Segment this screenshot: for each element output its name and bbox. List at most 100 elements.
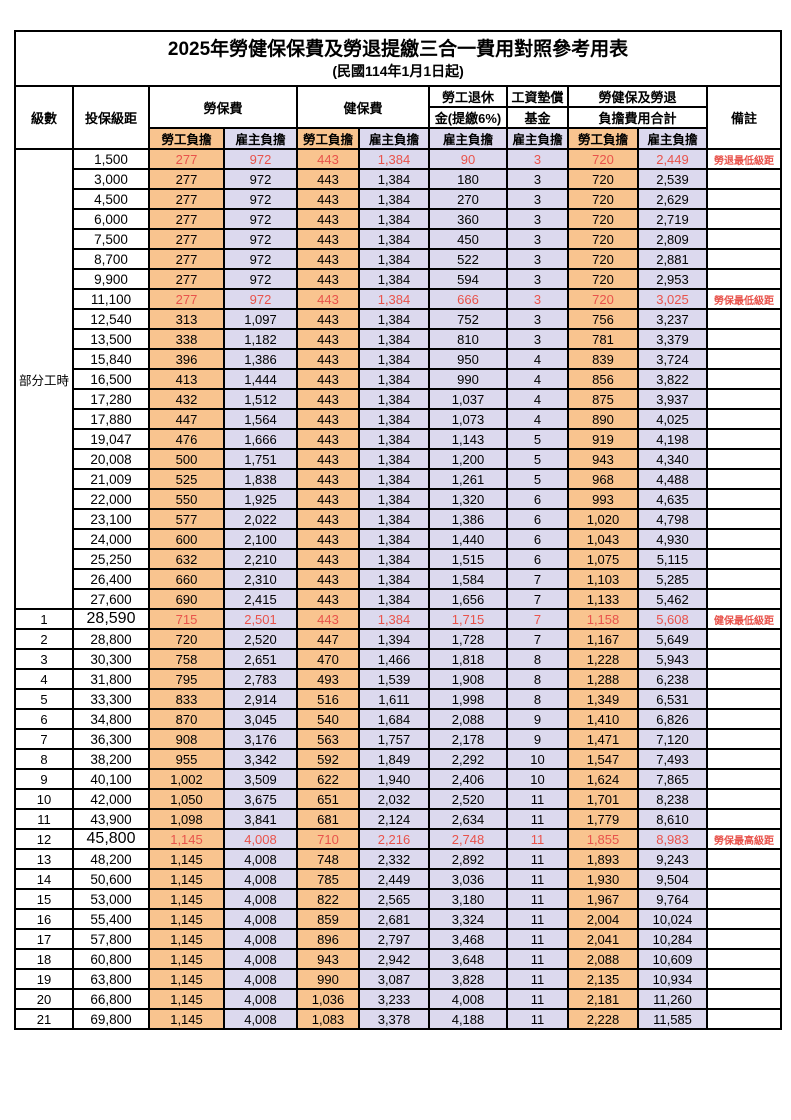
cell-total-employer: 7,120: [637, 728, 708, 750]
cell-pension-employer: 522: [428, 248, 508, 270]
cell-health-employer: 1,384: [358, 308, 430, 330]
cell-wage-fund-employer: 11: [506, 828, 569, 850]
cell-total-employer: 2,809: [637, 228, 708, 250]
cell-total-employee: 919: [567, 428, 639, 450]
table-row: 4 31,800 795 2,783 493 1,539 1,908 8 1,288 6,238: [14, 668, 783, 690]
cell-labor-employer: 2,100: [223, 528, 298, 550]
cell-remark: [705, 388, 783, 410]
cell-labor-employee: 277: [148, 268, 225, 290]
cell-pension-employer: 270: [428, 188, 508, 210]
cell-health-employer: 1,611: [358, 688, 430, 710]
table-row: 1 28,590 715 2,501 443 1,384 1,715 7 1,158 5,608 健…: [14, 608, 783, 630]
cell-labor-employee: 413: [148, 368, 225, 390]
cell-total-employer: 2,629: [637, 188, 708, 210]
cell-remark: [705, 528, 783, 550]
cell-labor-employer: 4,008: [223, 988, 298, 1010]
cell-health-employee: 622: [296, 768, 360, 790]
cell-total-employee: 2,088: [567, 948, 639, 970]
cell-remark: [705, 188, 783, 210]
cell-remark: 勞退最低級距: [705, 148, 783, 170]
cell-remark: [705, 668, 783, 690]
cell-health-employer: 1,384: [358, 548, 430, 570]
cell-bracket: 26,400: [72, 568, 150, 590]
cell-health-employee: 896: [296, 928, 360, 950]
cell-health-employer: 2,565: [358, 888, 430, 910]
subheader-labor-employee: 勞工負擔: [148, 127, 225, 150]
header-row-1: 級數 投保級距 勞保費 健保費 勞工退休 工資墊償 勞健保及勞退 備註: [14, 85, 783, 150]
cell-labor-employer: 2,310: [223, 568, 298, 590]
cell-bracket: 53,000: [72, 888, 150, 910]
cell-health-employer: 1,384: [358, 248, 430, 270]
cell-level: 21: [14, 1008, 74, 1030]
cell-pension-employer: 2,520: [428, 788, 508, 810]
cell-total-employee: 1,167: [567, 628, 639, 650]
cell-bracket: 31,800: [72, 668, 150, 690]
cell-total-employer: 4,930: [637, 528, 708, 550]
cell-wage-fund-employer: 11: [506, 1008, 569, 1030]
cell-wage-fund-employer: 7: [506, 568, 569, 590]
cell-health-employer: 1,384: [358, 148, 430, 170]
cell-total-employer: 7,493: [637, 748, 708, 770]
col-header-level: 級數: [14, 85, 74, 150]
cell-level: 15: [14, 888, 74, 910]
header-row-2: 金(提繳6%) 基金 負擔費用合計: [15, 106, 781, 129]
cell-total-employer: 3,937: [637, 388, 708, 410]
cell-total-employee: 2,181: [567, 988, 639, 1010]
cell-bracket: 20,008: [72, 448, 150, 470]
cell-bracket: 27,600: [72, 588, 150, 610]
cell-total-employer: 4,488: [637, 468, 708, 490]
cell-wage-fund-employer: 3: [506, 288, 569, 310]
cell-total-employee: 720: [567, 168, 639, 190]
cell-remark: [705, 968, 783, 990]
cell-labor-employee: 525: [148, 468, 225, 490]
cell-total-employer: 2,881: [637, 248, 708, 270]
cell-health-employer: 2,449: [358, 868, 430, 890]
cell-wage-fund-employer: 8: [506, 668, 569, 690]
cell-bracket: 50,600: [72, 868, 150, 890]
cell-wage-fund-employer: 5: [506, 448, 569, 470]
cell-level: 10: [14, 788, 74, 810]
cell-total-employee: 1,930: [567, 868, 639, 890]
cell-total-employer: 2,539: [637, 168, 708, 190]
cell-health-employer: 1,384: [358, 428, 430, 450]
cell-remark: 勞保最高級距: [705, 828, 783, 850]
cell-bracket: 17,880: [72, 408, 150, 430]
cell-labor-employer: 972: [223, 288, 298, 310]
cell-wage-fund-employer: 4: [506, 348, 569, 370]
cell-wage-fund-employer: 6: [506, 488, 569, 510]
cell-health-employee: 443: [296, 368, 360, 390]
cell-labor-employee: 396: [148, 348, 225, 370]
cell-pension-employer: 2,406: [428, 768, 508, 790]
cell-health-employee: 443: [296, 588, 360, 610]
cell-health-employee: 748: [296, 848, 360, 870]
cell-bracket: 36,300: [72, 728, 150, 750]
cell-remark: [705, 788, 783, 810]
cell-wage-fund-employer: 11: [506, 868, 569, 890]
cell-total-employer: 6,238: [637, 668, 708, 690]
cell-labor-employer: 4,008: [223, 928, 298, 950]
cell-bracket: 42,000: [72, 788, 150, 810]
cell-health-employer: 1,384: [358, 608, 430, 630]
cell-bracket: 63,800: [72, 968, 150, 990]
cell-health-employer: 2,216: [358, 828, 430, 850]
cell-labor-employee: 690: [148, 588, 225, 610]
cell-total-employee: 1,288: [567, 668, 639, 690]
col-header-wage-fund-line1: 工資墊償: [506, 85, 569, 108]
cell-pension-employer: 3,324: [428, 908, 508, 930]
cell-remark: [705, 928, 783, 950]
cell-wage-fund-employer: 3: [506, 248, 569, 270]
cell-bracket: 28,590: [72, 608, 150, 630]
cell-wage-fund-employer: 4: [506, 368, 569, 390]
cell-remark: [705, 468, 783, 490]
cell-health-employer: 1,384: [358, 408, 430, 430]
cell-labor-employer: 3,509: [223, 768, 298, 790]
cell-total-employer: 11,585: [637, 1008, 708, 1030]
cell-total-employee: 1,133: [567, 588, 639, 610]
cell-total-employee: 2,228: [567, 1008, 639, 1030]
cell-total-employee: 1,228: [567, 648, 639, 670]
table-row: 19,047 476 1,666 443 1,384 1,143 5 919 4,198: [15, 428, 783, 450]
table-row: 13 48,200 1,145 4,008 748 2,332 2,892 11 1,893 9,…: [14, 848, 783, 870]
cell-pension-employer: 594: [428, 268, 508, 290]
cell-labor-employee: 720: [148, 628, 225, 650]
cell-total-employee: 1,158: [567, 608, 639, 630]
